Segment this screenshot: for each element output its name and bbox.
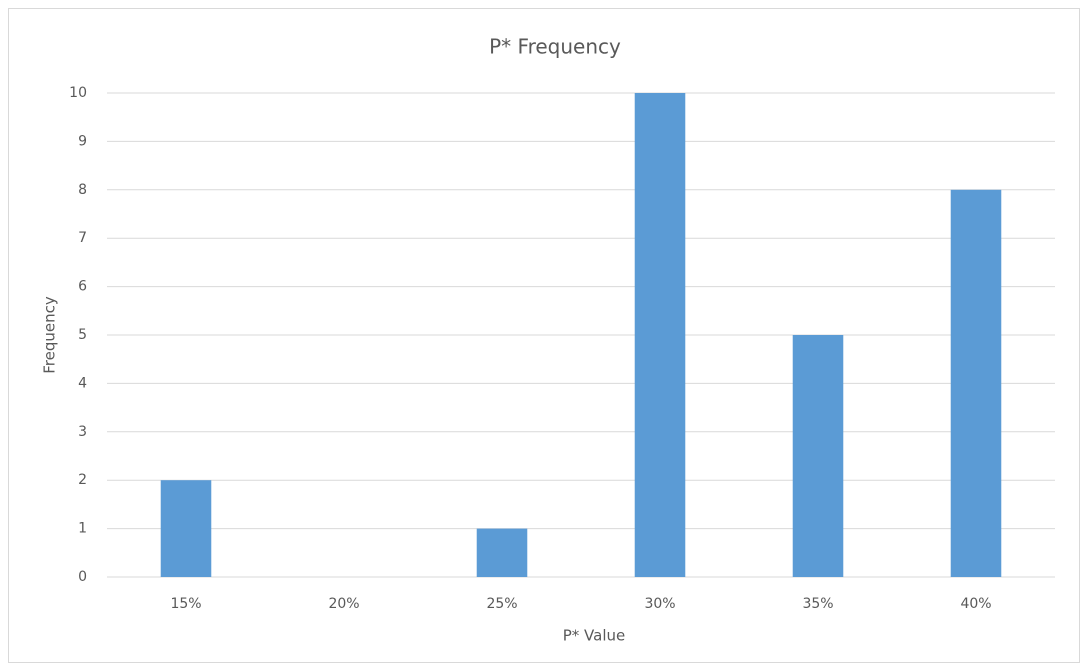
chart-title: P* Frequency (489, 35, 621, 59)
x-tick-label: 40% (960, 596, 991, 612)
y-tick-label: 0 (78, 569, 87, 585)
y-tick-label: 8 (78, 182, 87, 198)
y-axis-label: Frequency (41, 296, 59, 374)
y-tick-label: 9 (78, 133, 87, 149)
y-tick-label: 2 (78, 472, 87, 488)
y-tick-label: 3 (78, 424, 87, 440)
x-tick-label: 15% (170, 596, 201, 612)
bar (634, 93, 686, 577)
bar (792, 335, 844, 577)
bar (476, 528, 528, 577)
x-tick-label: 30% (644, 596, 675, 612)
y-tick-label: 4 (78, 375, 87, 391)
x-tick-label: 20% (328, 596, 359, 612)
x-tick-label: 35% (802, 596, 833, 612)
y-tick-label: 1 (78, 521, 87, 537)
y-tick-label: 7 (78, 230, 87, 246)
bar (950, 189, 1002, 578)
y-tick-label: 5 (78, 327, 87, 343)
bar (160, 480, 212, 577)
x-axis-label: P* Value (563, 627, 626, 645)
y-tick-label: 10 (69, 85, 87, 101)
x-tick-label: 25% (486, 596, 517, 612)
y-tick-label: 6 (78, 279, 87, 295)
